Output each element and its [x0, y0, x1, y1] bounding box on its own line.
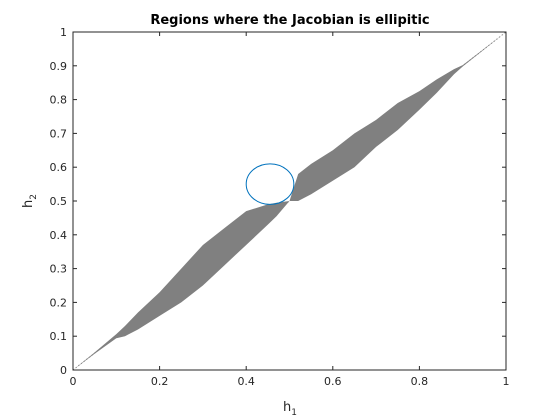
y-tick-label: 0.6 [50, 161, 68, 174]
x-axis-label-base: h [283, 400, 291, 415]
x-tick-label: 0.4 [237, 375, 255, 388]
elliptic-region [73, 32, 506, 370]
y-tick-label: 0.4 [50, 229, 68, 242]
x-tick-label: 0.8 [411, 375, 429, 388]
y-axis-label-subscript: 2 [29, 194, 39, 200]
chart-title: Regions where the Jacobian is ellipitic [150, 13, 429, 28]
y-tick-label: 0.2 [50, 296, 68, 309]
x-tick-label: 0.2 [151, 375, 169, 388]
y-tick-label: 1 [60, 26, 67, 39]
y-tick-label: 0 [60, 364, 67, 377]
y-tick-label: 0.5 [50, 195, 68, 208]
x-axis-label-subscript: 1 [291, 408, 297, 418]
x-tick-label: 0 [70, 375, 77, 388]
y-axis-label: h2 [21, 194, 39, 208]
y-tick-label: 0.9 [50, 60, 68, 73]
y-tick-label: 0.3 [50, 263, 68, 276]
x-axis-label: h1 [283, 400, 297, 418]
plot-area: 0 0.2 0.4 0.6 0.8 1 0 0.1 0.2 0.3 0.4 0.5 0.6 0.7 0.8 0… [50, 26, 510, 388]
y-axis-label-base: h [21, 200, 36, 208]
boundary-circle [245, 163, 295, 205]
x-tick-label: 0.6 [324, 375, 342, 388]
y-tick-label: 0.1 [50, 330, 68, 343]
y-tick-label: 0.8 [50, 94, 68, 107]
x-tick-label: 1 [503, 375, 510, 388]
y-tick-label: 0.7 [50, 127, 68, 140]
